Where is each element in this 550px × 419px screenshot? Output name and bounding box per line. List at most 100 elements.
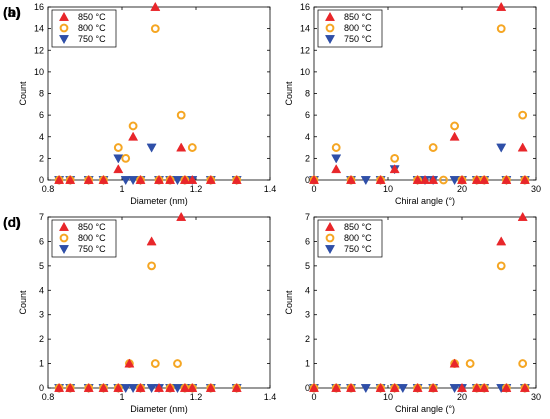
data-point bbox=[331, 164, 342, 174]
data-point bbox=[375, 382, 386, 392]
data-point bbox=[519, 382, 530, 392]
data-point bbox=[456, 174, 468, 184]
data-point bbox=[65, 174, 76, 184]
data-point bbox=[165, 382, 176, 392]
x-tick-label: 0 bbox=[311, 184, 316, 194]
series-1 bbox=[309, 261, 530, 393]
data-point bbox=[496, 24, 506, 34]
data-point bbox=[501, 382, 512, 392]
data-point bbox=[187, 382, 198, 392]
data-point bbox=[179, 174, 190, 184]
data-point bbox=[146, 236, 157, 246]
series-1 bbox=[54, 24, 242, 185]
data-point bbox=[113, 154, 124, 164]
legend-marker bbox=[324, 35, 336, 45]
series-0 bbox=[308, 1, 530, 184]
data-point bbox=[519, 174, 530, 184]
data-point bbox=[83, 174, 94, 184]
legend-entry-label: 750 °C bbox=[344, 244, 372, 254]
data-point bbox=[450, 121, 460, 131]
x-tick-label: 10 bbox=[383, 184, 393, 194]
legend-entry-label: 750 °C bbox=[344, 34, 372, 44]
y-tick-label: 4 bbox=[39, 285, 44, 295]
data-point bbox=[120, 384, 131, 394]
data-point bbox=[98, 174, 109, 184]
data-point bbox=[128, 121, 138, 131]
data-point bbox=[496, 236, 507, 246]
data-point bbox=[173, 359, 182, 368]
y-tick-label: 6 bbox=[305, 236, 310, 246]
legend-marker bbox=[58, 35, 70, 45]
legend-marker bbox=[58, 245, 70, 255]
data-point bbox=[428, 174, 439, 184]
data-point bbox=[501, 174, 512, 184]
data-point bbox=[308, 174, 320, 184]
data-point bbox=[54, 174, 65, 184]
data-point bbox=[331, 382, 342, 392]
y-tick-label: 4 bbox=[39, 132, 44, 142]
y-tick-label: 14 bbox=[300, 24, 310, 34]
data-point bbox=[98, 382, 109, 392]
data-point bbox=[128, 131, 139, 141]
data-point bbox=[518, 359, 528, 368]
panel-label: (d) bbox=[3, 214, 21, 230]
y-tick-label: 8 bbox=[39, 89, 44, 99]
data-point bbox=[375, 174, 386, 184]
data-point bbox=[128, 176, 139, 186]
y-tick-label: 2 bbox=[305, 153, 310, 163]
x-tick-label: 0.8 bbox=[42, 392, 55, 402]
y-tick-label: 2 bbox=[305, 334, 310, 344]
legend-marker bbox=[324, 11, 336, 21]
data-point bbox=[135, 174, 146, 184]
legend-marker bbox=[324, 245, 336, 255]
y-tick-label: 10 bbox=[300, 67, 310, 77]
data-point bbox=[345, 382, 357, 392]
legend-entry-label: 750 °C bbox=[78, 244, 106, 254]
data-point bbox=[360, 176, 371, 186]
data-point bbox=[176, 211, 187, 221]
legend-entry-label: 850 °C bbox=[78, 222, 106, 232]
x-tick-label: 1 bbox=[119, 392, 124, 402]
data-point bbox=[113, 164, 124, 174]
y-tick-label: 6 bbox=[305, 110, 310, 120]
data-point bbox=[172, 176, 183, 186]
legend-marker bbox=[325, 23, 335, 33]
data-point bbox=[231, 382, 242, 392]
data-point bbox=[150, 359, 160, 368]
data-point bbox=[121, 153, 131, 163]
data-point bbox=[331, 143, 341, 152]
y-tick-label: 16 bbox=[34, 2, 44, 12]
y-tick-label: 10 bbox=[34, 67, 44, 77]
data-point bbox=[471, 382, 482, 392]
data-point bbox=[360, 384, 371, 394]
y-tick-label: 2 bbox=[39, 334, 44, 344]
x-axis-label: Diameter (nm) bbox=[130, 404, 188, 414]
y-axis-label: Count bbox=[284, 290, 294, 315]
y-tick-label: 0 bbox=[39, 383, 44, 393]
y-tick-label: 1 bbox=[305, 359, 310, 369]
data-point bbox=[150, 1, 161, 11]
x-tick-label: 1.2 bbox=[190, 184, 203, 194]
data-point bbox=[65, 382, 76, 392]
x-tick-label: 30 bbox=[531, 184, 541, 194]
x-tick-label: 0 bbox=[311, 392, 316, 402]
legend-entry-label: 750 °C bbox=[78, 34, 106, 44]
data-point bbox=[496, 1, 507, 11]
data-point bbox=[331, 154, 342, 164]
data-point bbox=[205, 174, 216, 184]
legend-marker bbox=[324, 221, 336, 231]
data-point bbox=[390, 153, 400, 163]
data-point bbox=[83, 382, 94, 392]
legend-marker bbox=[58, 11, 70, 21]
data-point bbox=[150, 24, 160, 34]
data-point bbox=[412, 174, 423, 184]
chart-panel-3: 0 1 2 3 4 5 6 7 0.8 1 1.2 1.4 Diameter (nm) Count (c) 8… bbox=[3, 211, 276, 414]
data-point bbox=[176, 142, 187, 152]
y-tick-label: 6 bbox=[39, 110, 44, 120]
legend-entry-label: 800 °C bbox=[78, 23, 106, 33]
x-tick-label: 0.8 bbox=[42, 184, 55, 194]
y-tick-label: 8 bbox=[305, 89, 310, 99]
x-tick-label: 1 bbox=[119, 184, 124, 194]
y-tick-label: 0 bbox=[305, 175, 310, 185]
x-axis-label: Chiral angle (°) bbox=[395, 404, 455, 414]
